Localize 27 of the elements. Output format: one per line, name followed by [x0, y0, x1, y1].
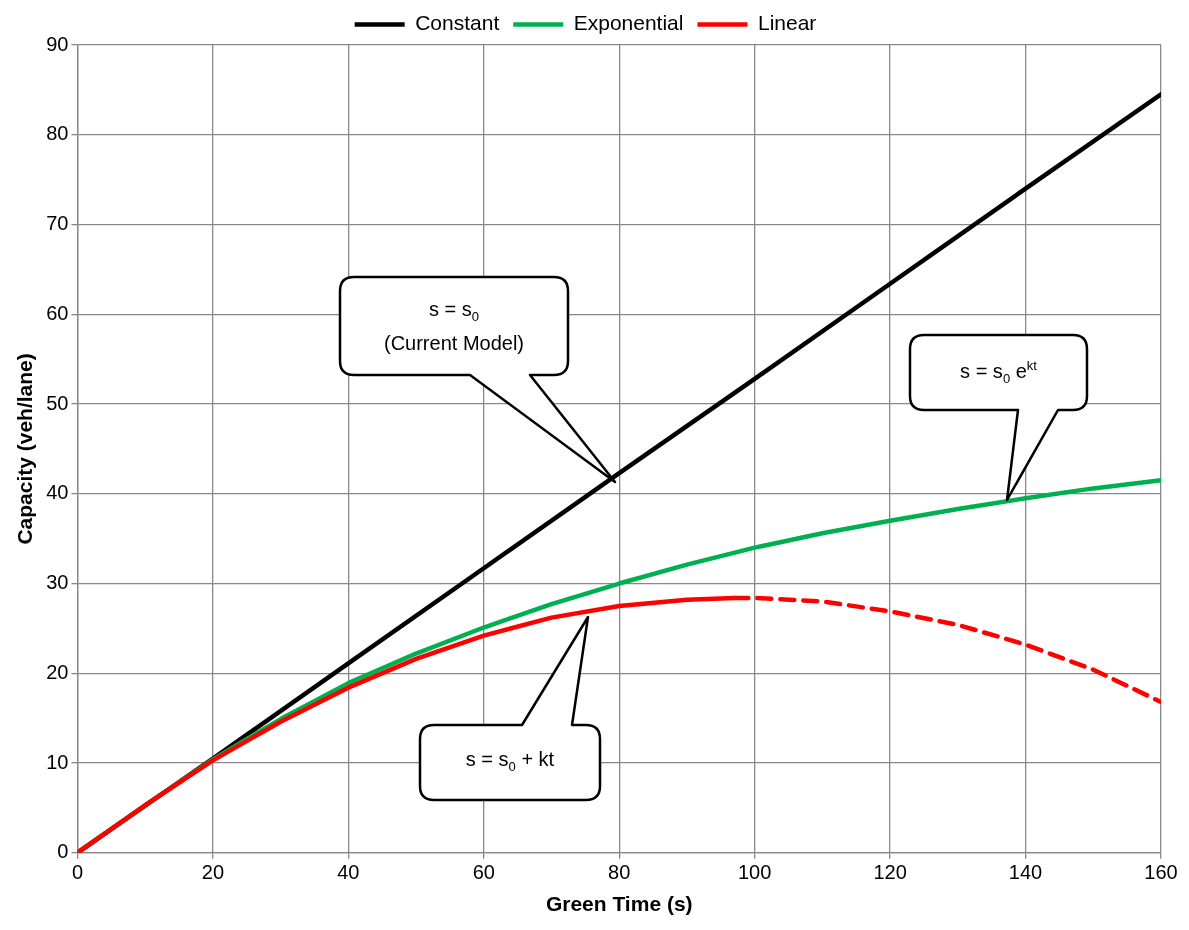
y-tick-label: 70 [46, 212, 69, 235]
x-tick-label: 40 [337, 861, 360, 884]
x-tick-label: 60 [472, 861, 495, 884]
y-tick-label: 0 [57, 840, 69, 863]
y-tick-label: 10 [46, 750, 69, 773]
legend-label: Exponential [573, 11, 684, 35]
x-axis-title: Green Time (s) [545, 892, 693, 916]
x-tick-label: 20 [201, 861, 225, 884]
y-tick-label: 50 [46, 391, 69, 414]
y-axis-title: Capacity (veh/lane) [13, 353, 37, 545]
x-tick-label: 140 [1008, 861, 1043, 884]
y-tick-label: 20 [46, 660, 69, 683]
annotation: s = s$_{0}$ + kt [464, 746, 556, 776]
x-tick-label: 100 [737, 861, 772, 884]
y-tick-label: 40 [46, 481, 69, 504]
annotation: s = s$_{0}$ e$^{kt}$ [959, 357, 1038, 388]
y-tick-label: 80 [46, 122, 69, 145]
x-tick-label: 160 [1144, 861, 1178, 884]
y-tick-label: 90 [46, 32, 69, 55]
legend-label: Linear [757, 11, 817, 35]
y-tick-label: 60 [46, 301, 69, 324]
legend-label: Constant [415, 11, 500, 35]
y-tick-label: 30 [46, 571, 69, 594]
x-tick-label: 80 [608, 861, 631, 884]
annotation: s = s$_{0}$ (Current Model) [382, 297, 525, 356]
x-tick-label: 0 [71, 861, 84, 884]
x-tick-label: 120 [873, 861, 907, 884]
